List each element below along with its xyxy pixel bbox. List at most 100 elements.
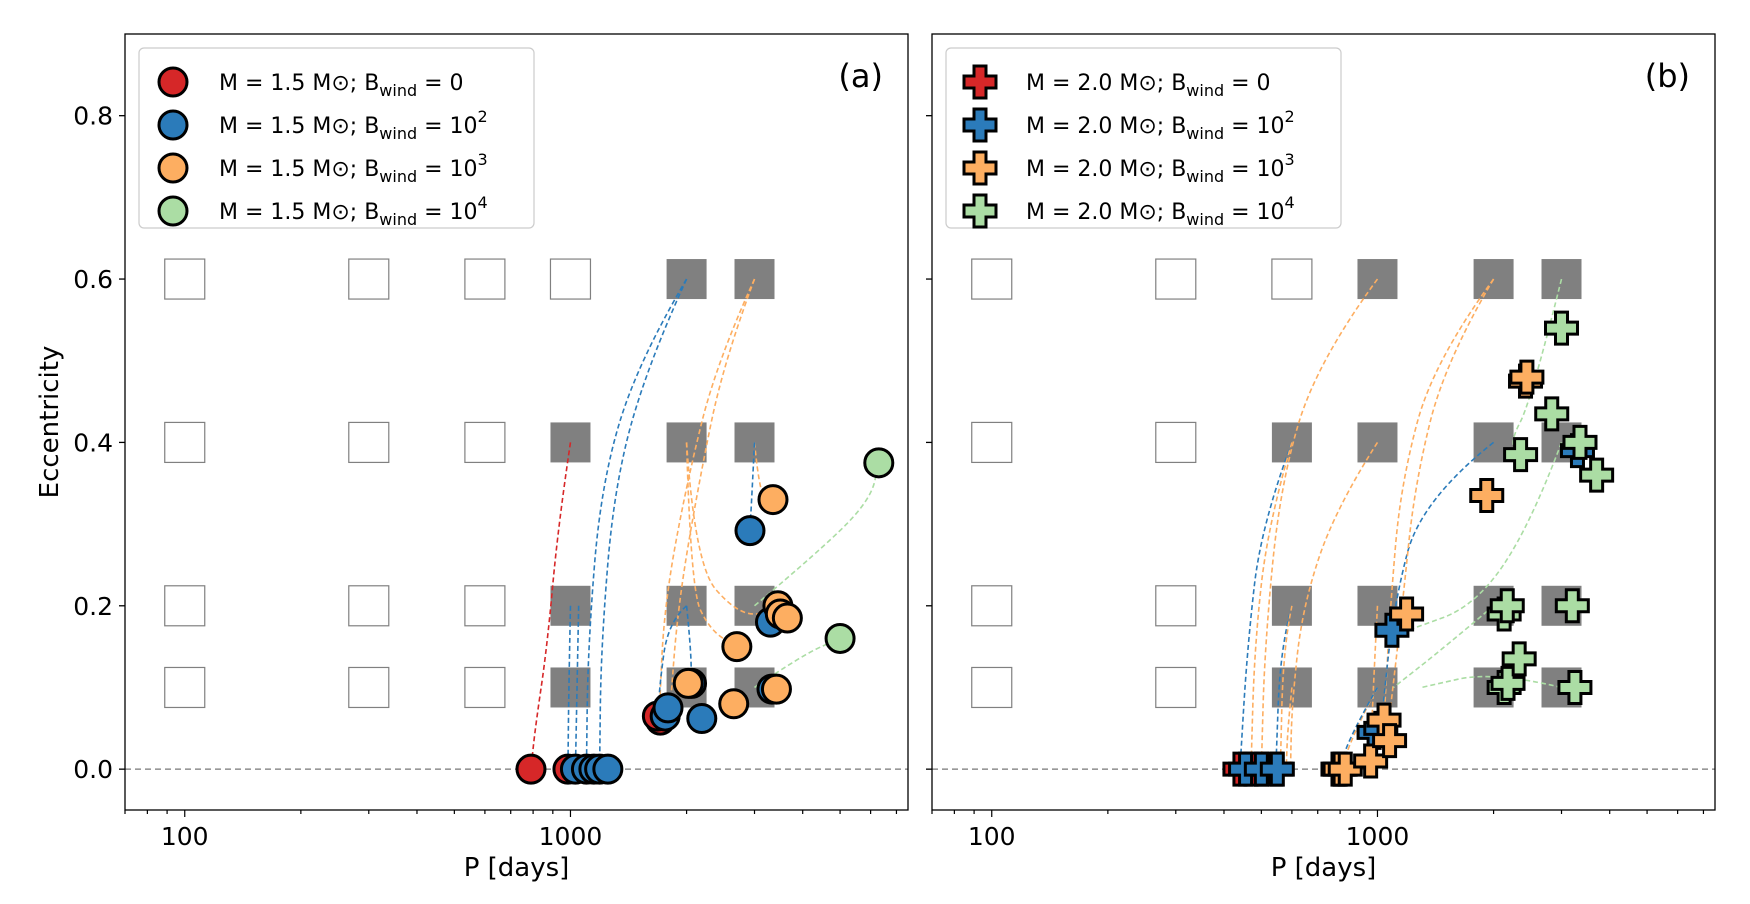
evolution-track: [1279, 605, 1293, 770]
legend-label-main: M = 2.0 M⊙; B: [1026, 114, 1186, 139]
data-point: [1544, 310, 1580, 346]
y-tick-label: 0.2: [73, 592, 113, 621]
evolution-track: [598, 278, 688, 770]
legend: M = 2.0 M⊙; Bwind = 0M = 2.0 M⊙; Bwind =…: [945, 47, 1342, 229]
legend-label-equals: = 10: [1224, 200, 1284, 225]
data-point: [1490, 665, 1526, 701]
panel-label: (b): [1645, 57, 1690, 95]
evolution-track: [530, 442, 572, 770]
initial-grid-square-empty: [348, 258, 390, 300]
data-point: [734, 515, 766, 547]
evolution-track: [567, 605, 572, 770]
data-point: [686, 703, 718, 735]
legend-marker: [157, 66, 189, 98]
data-point: [1259, 751, 1295, 787]
legend-label-subscript: wind: [1186, 167, 1224, 186]
legend-marker: [962, 107, 998, 143]
data-point: [757, 484, 789, 516]
legend-label: M = 2.0 M⊙; Bwind = 0: [1026, 71, 1271, 100]
data-point: [824, 622, 856, 654]
legend-label-main: M = 2.0 M⊙; B: [1026, 200, 1186, 225]
data-point: [1509, 359, 1545, 395]
initial-grid-square-filled: [734, 259, 775, 300]
evolution-track: [1383, 278, 1495, 721]
x-tick-label: 1000: [1346, 822, 1410, 851]
legend-label-superscript: 2: [478, 107, 488, 126]
x-axis-label: P [days]: [464, 853, 570, 883]
initial-grid-square-empty: [971, 421, 1013, 464]
legend-label-subscript: wind: [1186, 81, 1224, 100]
data-point: [760, 673, 792, 705]
y-axis-label: Eccentricity: [35, 346, 65, 499]
initial-grid-square-empty: [1155, 585, 1197, 627]
legend-label: M = 2.0 M⊙; Bwind = 102: [1026, 107, 1295, 143]
data-point: [1469, 478, 1505, 514]
initial-grid-square-empty: [464, 421, 506, 464]
legend-label-subscript: wind: [379, 81, 417, 100]
legend-label-equals: = 0: [1224, 71, 1270, 96]
legend-label-subscript: wind: [1186, 124, 1224, 143]
data-point: [1557, 669, 1593, 705]
legend-label-subscript: wind: [379, 210, 417, 229]
legend-marker: [962, 150, 998, 186]
data-point: [1489, 588, 1525, 624]
evolution-track: [685, 442, 738, 648]
initial-grid-square-empty: [971, 585, 1013, 627]
legend-marker: [157, 109, 189, 141]
data-point: [1389, 596, 1425, 632]
evolution-track: [1392, 605, 1495, 689]
legend-label: M = 2.0 M⊙; Bwind = 103: [1026, 150, 1295, 186]
data-point: [1327, 751, 1363, 787]
data-point: [1562, 424, 1598, 460]
data-point: [592, 753, 624, 785]
y-tick-label: 0.8: [73, 102, 113, 131]
initial-grid-square-empty: [164, 421, 206, 464]
legend-label-equals: = 10: [417, 157, 477, 182]
legend: M = 1.5 M⊙; Bwind = 0M = 1.5 M⊙; Bwind =…: [138, 47, 535, 229]
legend-label: M = 1.5 M⊙; Bwind = 0: [219, 71, 464, 100]
initial-grid-square-empty: [464, 666, 506, 709]
axes-frame: [931, 33, 1716, 811]
initial-grid-square-empty: [348, 585, 390, 627]
evolution-track: [1260, 278, 1379, 770]
legend-label-subscript: wind: [379, 167, 417, 186]
legend-label-main: M = 2.0 M⊙; B: [1026, 71, 1186, 96]
evolution-track: [1289, 441, 1379, 770]
legend-label-main: M = 1.5 M⊙; B: [219, 114, 379, 139]
panel-label: (a): [838, 57, 883, 95]
legend-marker: [962, 64, 998, 100]
data-point: [1579, 457, 1615, 493]
legend-label-equals: = 0: [417, 71, 463, 96]
evolution-track: [753, 462, 880, 607]
x-tick-label: 1000: [539, 822, 603, 851]
initial-grid-square-empty: [164, 258, 206, 300]
legend-label-superscript: 4: [478, 193, 488, 212]
initial-grid-square-empty: [464, 258, 506, 300]
data-point: [1374, 612, 1410, 648]
evolution-track: [1386, 278, 1495, 737]
legend-label-main: M = 1.5 M⊙; B: [219, 71, 379, 96]
data-point: [1501, 641, 1537, 677]
data-point: [515, 753, 547, 785]
data-point: [652, 692, 684, 724]
data-point: [863, 447, 895, 479]
legend-label: M = 1.5 M⊙; Bwind = 102: [219, 107, 488, 143]
legend-box: [138, 47, 535, 229]
x-tick-label: 100: [968, 822, 1016, 851]
initial-grid-square-filled: [550, 667, 591, 708]
data-point: [1353, 743, 1389, 779]
axes-frame: [124, 33, 909, 811]
legend-box: [945, 47, 1342, 229]
legend-label-main: M = 1.5 M⊙; B: [219, 200, 379, 225]
initial-grid-square-empty: [1155, 258, 1197, 300]
legend-label-superscript: 4: [1285, 193, 1295, 212]
evolution-track: [1337, 687, 1379, 770]
evolution-track: [1250, 442, 1293, 770]
evolution-track: [685, 605, 693, 684]
initial-grid-square-empty: [164, 585, 206, 627]
legend-label: M = 1.5 M⊙; Bwind = 103: [219, 150, 488, 186]
y-tick-label: 0.4: [73, 428, 113, 457]
data-point: [1372, 723, 1408, 759]
